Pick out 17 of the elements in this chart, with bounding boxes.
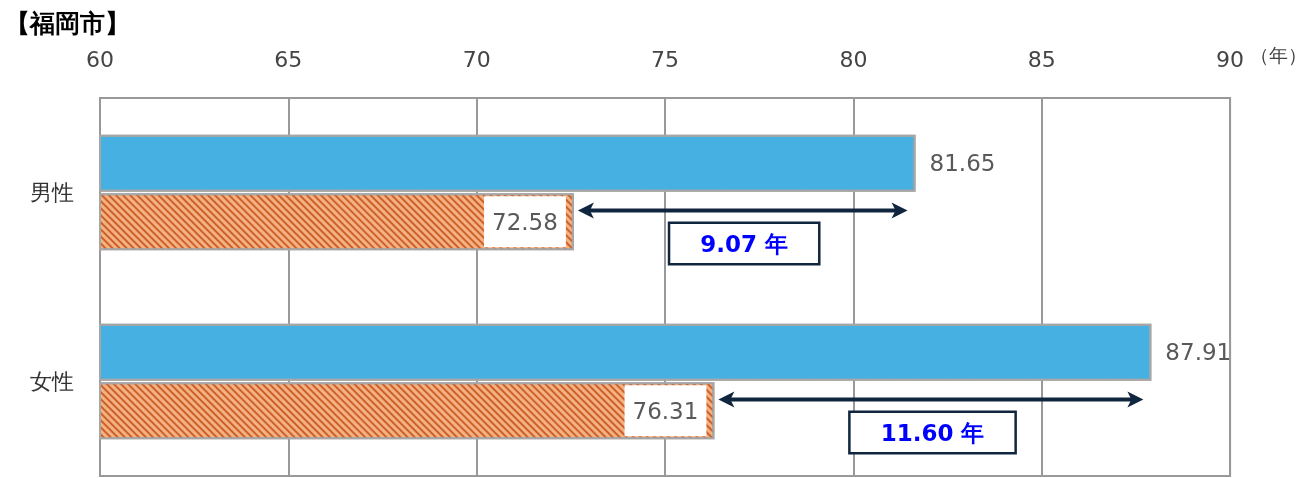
data-label: 72.58 bbox=[492, 208, 558, 235]
x-tick-label: 90 bbox=[1216, 46, 1245, 72]
x-tick-label: 80 bbox=[839, 46, 868, 72]
y-tick-label: 女性 bbox=[30, 369, 74, 394]
data-label: 76.31 bbox=[632, 397, 699, 424]
x-axis-title: （年） bbox=[1250, 43, 1307, 66]
x-tick-label: 75 bbox=[651, 46, 680, 72]
x-tick-label: 60 bbox=[86, 46, 114, 72]
data-label: 87.91 bbox=[1165, 339, 1232, 366]
chart-title: 【福岡市】 bbox=[5, 9, 130, 38]
data-label: 81.65 bbox=[929, 150, 996, 177]
x-tick-label: 65 bbox=[274, 46, 303, 72]
annotation: 9.07 年 bbox=[700, 230, 789, 257]
annotation: 11.60 年 bbox=[880, 419, 985, 446]
x-tick-label: 70 bbox=[462, 46, 491, 72]
x-tick-label: 85 bbox=[1027, 46, 1056, 72]
y-tick-label: 男性 bbox=[30, 180, 74, 205]
